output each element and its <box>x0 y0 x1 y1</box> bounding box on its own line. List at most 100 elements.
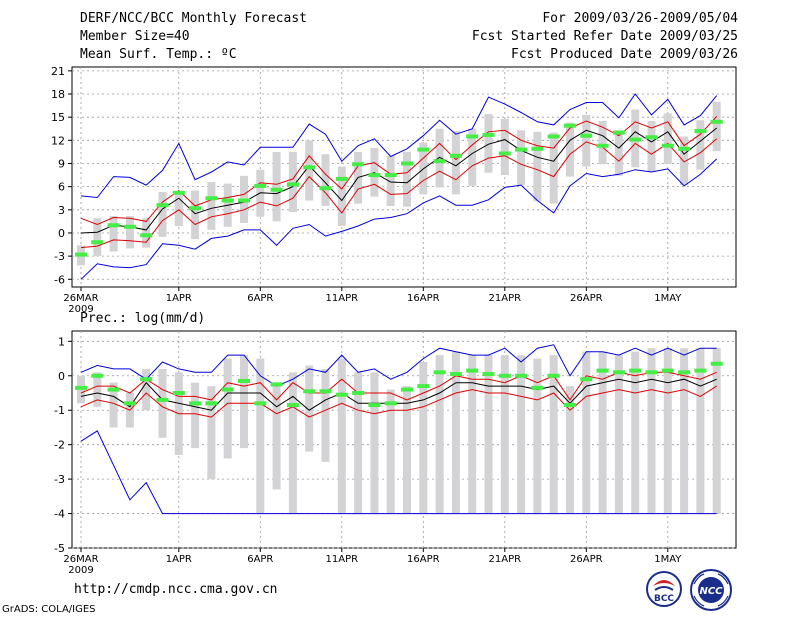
prec-obs-25 <box>482 372 495 377</box>
temp-bar-32 <box>598 121 607 165</box>
prec-obs-1 <box>91 373 104 378</box>
prec-xtick-label-5: 21APR <box>489 554 522 565</box>
temp-obs-23 <box>449 153 462 158</box>
prec-obs-32 <box>596 368 609 373</box>
prec-obs-11 <box>254 401 267 406</box>
temp-obs-12 <box>270 187 283 192</box>
temp-bar-8 <box>207 182 216 230</box>
temp-ytick-label-2: 0 <box>58 227 65 240</box>
precip-variable-label: Prec.: log(mm/d) <box>80 311 206 326</box>
prec-obs-34 <box>629 368 642 373</box>
prec-obs-7 <box>189 401 202 406</box>
temp-ytick-label-0: -6 <box>54 273 65 286</box>
prec-xtick-label-2: 6APR <box>247 554 273 565</box>
temp-bar-22 <box>435 128 444 188</box>
prec-obs-15 <box>319 389 332 394</box>
prec-obs-2 <box>107 387 120 392</box>
prec-bar-11 <box>256 358 265 514</box>
temp-obs-16 <box>335 176 348 181</box>
prec-bar-31 <box>582 351 591 514</box>
prec-xtick-label-6: 26APR <box>570 554 603 565</box>
temp-bar-7 <box>191 190 200 240</box>
temp-ytick-label-8: 18 <box>51 88 65 101</box>
temp-line-min <box>80 158 718 280</box>
temp-bar-29 <box>549 132 558 204</box>
prec-bar-37 <box>680 348 689 514</box>
temp-obs-22 <box>433 159 446 164</box>
temp-obs-18 <box>368 173 381 178</box>
temp-obs-17 <box>352 162 365 167</box>
temp-obs-13 <box>286 182 299 187</box>
source-url[interactable]: http://cmdp.ncc.cma.gov.cn <box>74 582 278 597</box>
temp-obs-19 <box>384 173 397 178</box>
prec-bar-32 <box>598 351 607 514</box>
prec-bar-10 <box>240 355 248 449</box>
prec-obs-17 <box>352 391 365 395</box>
temp-xtick-label-7: 1MAY <box>654 293 682 304</box>
prec-bar-2 <box>109 382 118 428</box>
prec-obs-9 <box>221 387 234 392</box>
temp-obs-30 <box>564 123 576 128</box>
prec-bar-16 <box>337 358 346 514</box>
temp-obs-14 <box>303 165 316 170</box>
prec-obs-10 <box>238 378 250 383</box>
prec-ytick-label-2: -3 <box>54 473 65 486</box>
temp-obs-39 <box>710 119 723 124</box>
temp-ytick-label-3: 3 <box>58 204 65 217</box>
temp-bar-15 <box>321 154 330 206</box>
temp-line-lower <box>80 138 718 249</box>
prec-line-min <box>80 430 717 515</box>
prec-frame <box>71 330 737 549</box>
temp-bar-12 <box>272 151 281 222</box>
temp-obs-28 <box>531 146 544 151</box>
forecast-started: Fcst Started Refer Date 2009/03/25 <box>471 29 738 44</box>
temp-obs-33 <box>612 130 625 135</box>
prec-obs-4 <box>140 377 153 382</box>
prec-obs-37 <box>678 370 691 375</box>
temp-ytick-label-4: 6 <box>58 181 65 194</box>
prec-obs-3 <box>123 401 136 406</box>
prec-line-max <box>80 344 717 387</box>
prec-obs-36 <box>661 368 674 373</box>
ncc-logo: NCC <box>688 568 734 612</box>
prec-bar-17 <box>354 372 363 514</box>
prec-obs-18 <box>368 403 381 408</box>
prec-obs-27 <box>515 373 528 378</box>
temp-xtick-label-1: 1APR <box>166 293 192 304</box>
prec-obs-33 <box>612 370 625 375</box>
prec-bar-9 <box>223 358 232 459</box>
prec-obs-30 <box>564 403 576 408</box>
temp-obs-9 <box>221 198 234 203</box>
temp-obs-27 <box>515 147 528 152</box>
prec-obs-35 <box>645 370 658 375</box>
forecast-produced: Fcst Produced Date 2009/03/26 <box>511 47 738 62</box>
temp-obs-7 <box>189 206 202 211</box>
temp-obs-32 <box>596 143 609 148</box>
prec-bar-19 <box>386 389 395 514</box>
temp-ytick-label-1: -3 <box>54 250 65 263</box>
temp-obs-35 <box>645 135 658 140</box>
temp-obs-34 <box>629 137 642 142</box>
temp-bar-31 <box>582 114 591 167</box>
temp-bar-6 <box>174 191 183 227</box>
prec-ytick-label-1: -4 <box>54 508 65 521</box>
prec-bar-33 <box>614 355 623 514</box>
prec-bar-1 <box>93 372 102 407</box>
temp-frame <box>71 66 737 288</box>
prec-bar-36 <box>663 348 672 514</box>
prec-bar-26 <box>500 355 509 514</box>
prec-ytick-label-3: -2 <box>54 439 65 452</box>
prec-bar-35 <box>647 348 656 514</box>
prec-bar-24 <box>468 355 477 514</box>
temp-xtick-label-2: 6APR <box>247 293 273 304</box>
prec-line-mean <box>80 378 717 411</box>
bcc-logo: BCC <box>643 570 685 610</box>
ncc-logo-text: NCC <box>699 586 723 597</box>
temp-bar-27 <box>517 130 526 186</box>
prec-bar-12 <box>272 382 281 490</box>
prec-obs-23 <box>449 372 462 377</box>
temp-bar-19 <box>386 155 395 206</box>
temp-obs-6 <box>172 190 185 195</box>
temp-bar-35 <box>647 121 656 172</box>
prec-bar-28 <box>533 358 542 514</box>
